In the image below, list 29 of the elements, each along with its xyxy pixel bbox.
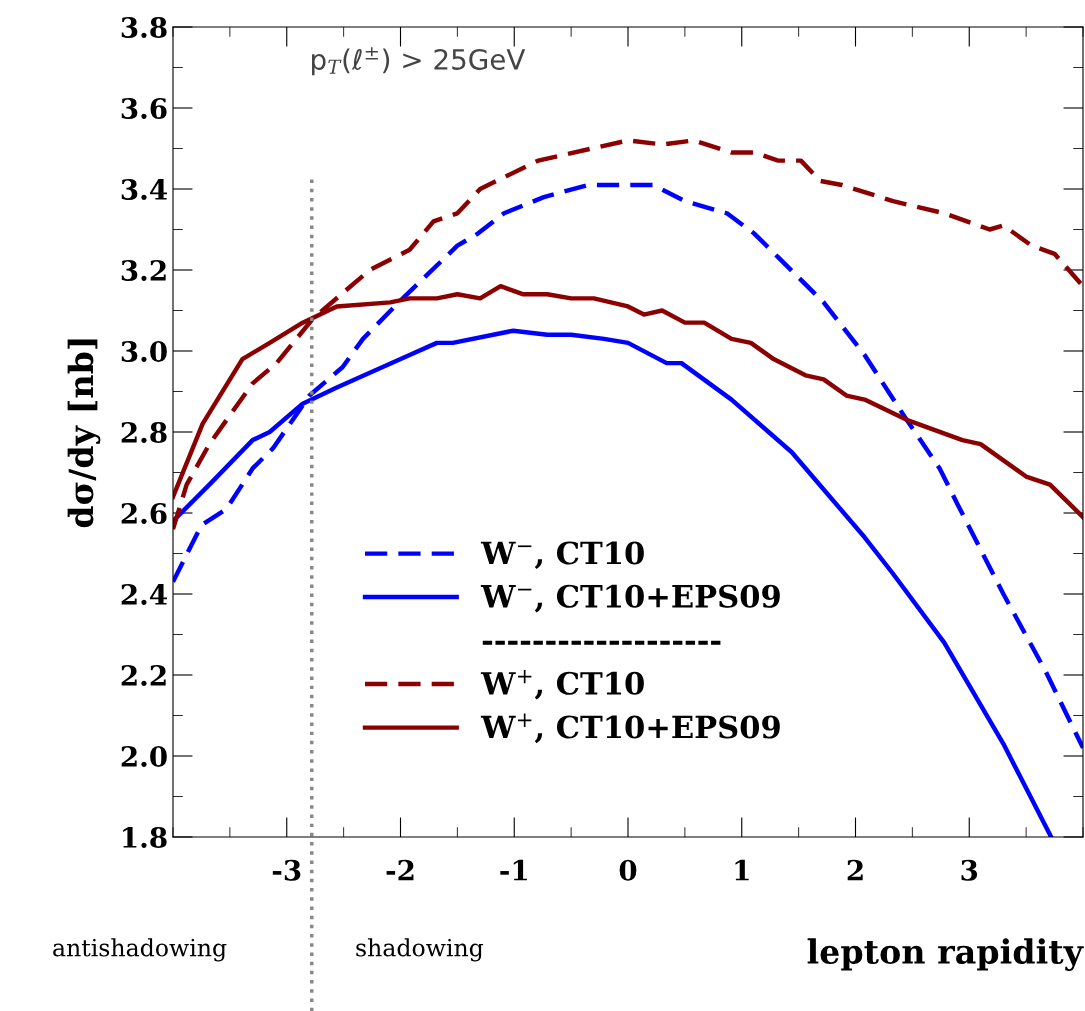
- y-tick-label: 3.2: [121, 259, 166, 281]
- text: shadowing: [356, 938, 484, 962]
- x-tick-label: -3: [272, 859, 301, 881]
- legend-label: W$^{+}$, CT10+EPS09: [480, 713, 780, 744]
- x-tick-label: -1: [500, 859, 527, 881]
- y-tick-label: 3.0: [121, 340, 167, 362]
- x-axis-title: lepton rapidity: [807, 938, 1084, 971]
- y-tick-label: 2.0: [121, 745, 167, 767]
- line-series: [173, 138, 1083, 532]
- x-tick-label: 1: [735, 859, 749, 881]
- y-tick-label: 1.8: [123, 826, 167, 848]
- y-tick-label: 3.4: [121, 178, 167, 200]
- x-tick-label: 0: [619, 859, 637, 881]
- y-axis-title: dσ/dy [nb]: [67, 339, 101, 528]
- y-tick-label: 2.8: [121, 421, 167, 443]
- annotation: -------------------: [482, 640, 721, 645]
- legend-label: W$^{−}$, CT10: [480, 541, 644, 570]
- annotation: p$_{T}$(ℓ$^{±}$) > 25GeV: [312, 47, 526, 76]
- x-tick-label: 2: [847, 859, 863, 881]
- y-tick-label: 2.6: [121, 502, 167, 524]
- legend-label: W$^{−}$, CT10+EPS09: [480, 584, 780, 613]
- legend-label: W$^{+}$, CT10: [480, 669, 644, 700]
- text: antishadowing: [53, 938, 227, 962]
- y-tick-label: 2.2: [121, 664, 166, 686]
- y-tick-label: 3.6: [121, 97, 167, 119]
- y-tick-label: 2.4: [121, 583, 167, 605]
- x-tick-label: -2: [386, 859, 414, 881]
- y-tick-label: 3.8: [121, 16, 167, 38]
- x-tick-label: 3: [961, 859, 978, 881]
